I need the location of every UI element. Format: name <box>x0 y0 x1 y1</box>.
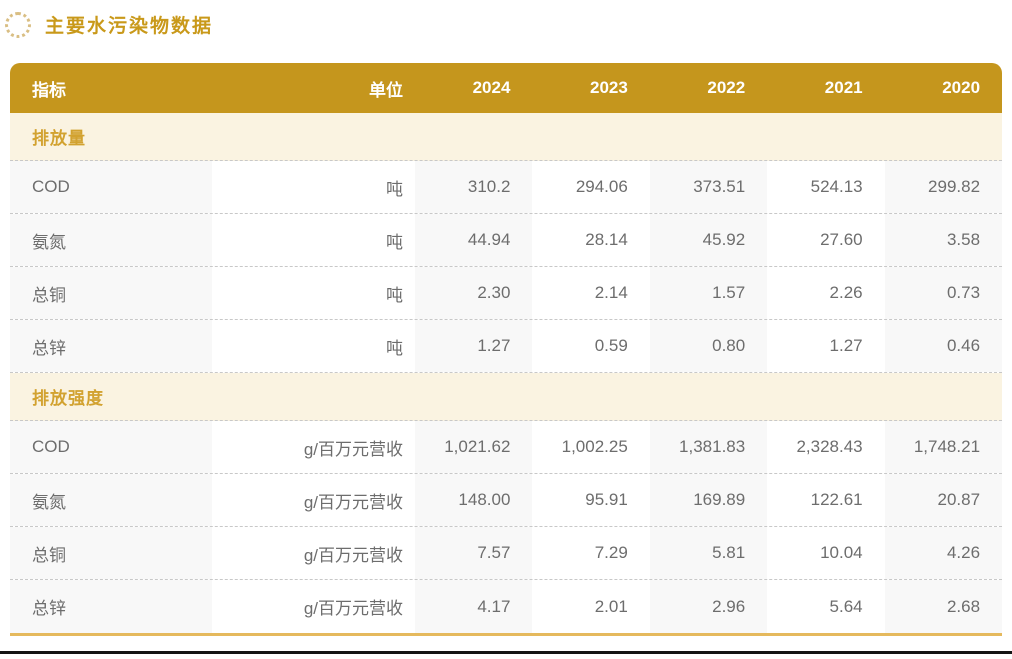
indicator-cell: 氨氮 <box>10 214 212 266</box>
value-cell: 0.80 <box>649 320 768 372</box>
water-pollutant-table: 指标 单位 2024 2023 2022 2021 2020 排放量 COD 吨 31… <box>10 63 1003 636</box>
value-cell: 3.58 <box>884 214 1003 266</box>
table-row: 氨氮 g/百万元营收 148.00 95.91 169.89 122.61 20.87 <box>10 474 1003 527</box>
dotted-circle-icon <box>5 11 31 38</box>
value-cell: 1.27 <box>829 336 863 355</box>
value-cell: 524.13 <box>810 177 863 196</box>
value-cell: 2.30 <box>415 267 533 319</box>
value-cell: 5.64 <box>829 596 863 616</box>
value-cell: 5.81 <box>649 527 768 579</box>
unit-cell: 吨 <box>386 338 403 358</box>
value-cell: 7.29 <box>594 543 628 562</box>
unit-cell: 吨 <box>386 179 403 199</box>
value-cell: 45.92 <box>649 214 768 266</box>
value-cell: 0.46 <box>884 320 1003 372</box>
column-header-indicator: 指标 <box>32 80 66 100</box>
value-cell: 28.14 <box>585 230 628 249</box>
value-cell: 122.61 <box>810 490 863 509</box>
column-header-unit: 单位 <box>369 80 403 100</box>
value-cell: 20.87 <box>884 474 1003 526</box>
column-header-2021: 2021 <box>824 78 863 97</box>
unit-cell: g/百万元营收 <box>303 545 403 565</box>
value-cell: 1,381.83 <box>649 421 768 473</box>
indicator-cell: 总铜 <box>10 527 212 579</box>
table-body: 排放量 COD 吨 310.2 294.06 373.51 524.13 299.82 氨氮吨 4… <box>10 113 1003 633</box>
unit-cell: 吨 <box>386 232 403 252</box>
indicator-cell: 总铜 <box>10 267 212 319</box>
table-row: 总锌 吨 1.27 0.59 0.80 1.27 0.46 <box>10 320 1003 373</box>
table-row: COD 吨 310.2 294.06 373.51 524.13 299.82 <box>10 161 1003 214</box>
section-header-row: 排放量 <box>10 113 1002 161</box>
value-cell: 1,002.25 <box>561 437 628 456</box>
value-cell: 2.01 <box>594 596 628 616</box>
value-cell: 7.57 <box>415 527 533 579</box>
indicator-cell: 总锌 <box>10 580 212 633</box>
value-cell: 2.68 <box>884 580 1003 633</box>
table-row: 总锌 g/百万元营收 4.17 2.01 2.96 5.64 2.68 <box>10 580 1003 633</box>
table-row: COD g/百万元营收 1,021.62 1,002.25 1,381.83 2,328.… <box>10 421 1003 474</box>
value-cell: 2.26 <box>829 283 863 302</box>
unit-cell: g/百万元营收 <box>303 439 403 459</box>
value-cell: 294.06 <box>575 177 628 196</box>
value-cell: 148.00 <box>415 474 533 526</box>
value-cell: 2.96 <box>649 580 768 633</box>
value-cell: 169.89 <box>649 474 768 526</box>
value-cell: 0.59 <box>594 336 628 355</box>
unit-cell: 吨 <box>386 285 403 305</box>
value-cell: 373.51 <box>649 161 768 213</box>
value-cell: 1.27 <box>415 320 533 372</box>
unit-cell: g/百万元营收 <box>303 599 403 618</box>
value-cell: 1.57 <box>649 267 768 319</box>
value-cell: 4.26 <box>884 527 1003 579</box>
table-header-row: 指标 单位 2024 2023 2022 2021 2020 <box>10 63 1002 113</box>
indicator-cell: COD <box>10 161 212 213</box>
section-label: 排放量 <box>32 129 86 148</box>
value-cell: 1,021.62 <box>415 421 533 473</box>
column-header-2023: 2023 <box>589 78 628 97</box>
value-cell: 10.04 <box>820 543 863 562</box>
table-row: 氨氮 吨 44.94 28.14 45.92 27.60 3.58 <box>10 214 1003 267</box>
value-cell: 0.73 <box>884 267 1003 319</box>
value-cell: 1,748.21 <box>884 421 1003 473</box>
value-cell: 4.17 <box>415 580 533 633</box>
table-row: 总铜 g/百万元营收 7.57 7.29 5.81 10.04 4.26 <box>10 527 1003 580</box>
section-header-row: 排放强度 <box>10 373 1002 421</box>
table-row: 总铜 吨 2.30 2.14 1.57 2.26 0.73 <box>10 267 1003 320</box>
value-cell: 310.2 <box>415 161 533 213</box>
bottom-edge-line <box>0 651 1012 654</box>
value-cell: 2.14 <box>594 283 628 302</box>
value-cell: 44.94 <box>415 214 533 266</box>
value-cell: 299.82 <box>884 161 1003 213</box>
column-header-2024: 2024 <box>472 78 511 97</box>
indicator-cell: 总锌 <box>10 320 212 372</box>
page-title: 主要水污染物数据 <box>45 16 214 37</box>
indicator-cell: 氨氮 <box>10 474 212 526</box>
indicator-cell: COD <box>10 421 212 473</box>
value-cell: 2,328.43 <box>796 437 863 456</box>
value-cell: 27.60 <box>820 230 863 249</box>
section-title: 主要水污染物数据 <box>0 11 213 38</box>
column-header-2022: 2022 <box>707 78 746 97</box>
column-header-2020: 2020 <box>942 78 981 97</box>
value-cell: 95.91 <box>585 490 628 509</box>
section-label: 排放强度 <box>32 389 104 408</box>
unit-cell: g/百万元营收 <box>303 492 403 512</box>
